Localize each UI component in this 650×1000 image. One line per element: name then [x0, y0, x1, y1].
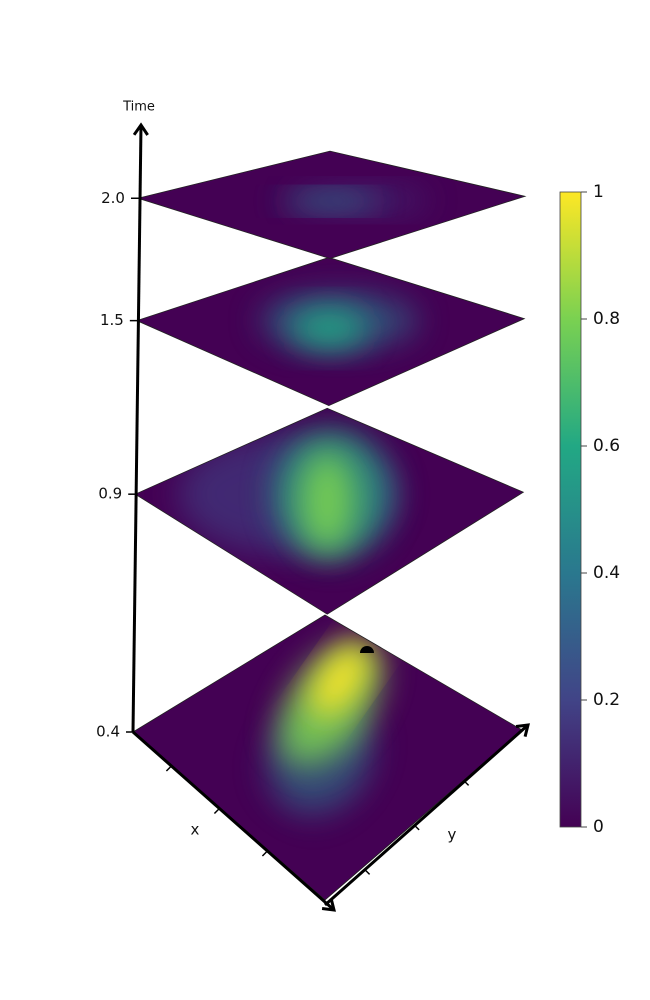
z-axis-head [132, 122, 149, 136]
z-axis [131, 124, 143, 733]
heat-blob [299, 450, 356, 552]
y-axis-label: y [448, 826, 457, 844]
slice [136, 257, 525, 406]
y-axis-head [515, 723, 530, 738]
slice [135, 408, 524, 615]
heat-blob [288, 307, 369, 350]
colorbar-tick-label: 0.8 [593, 309, 620, 329]
y-axis-tick [364, 868, 371, 875]
slice-outline [134, 407, 525, 615]
slice-outline [135, 257, 526, 407]
heat-blob [279, 192, 380, 210]
colorbar [559, 191, 582, 828]
x-axis-tick [165, 765, 172, 772]
y-axis [324, 723, 529, 907]
z-tick-label: 0.9 [98, 485, 122, 503]
x-axis [132, 730, 335, 912]
slice-outline [136, 150, 527, 259]
heat-blob [310, 643, 370, 717]
z-tick-label: 1.5 [100, 311, 124, 329]
slice [133, 615, 522, 900]
colorbar-tick-label: 0.4 [593, 563, 620, 583]
colorbar-tick-label: 0.2 [593, 690, 620, 710]
z-tick-label: 0.4 [96, 723, 120, 741]
colorbar-tick-label: 0 [593, 817, 604, 837]
colorbar-tick-label: 1 [593, 182, 604, 202]
marker [360, 646, 374, 653]
slice [137, 151, 525, 259]
colorbar-tick-label: 0.6 [593, 436, 620, 456]
y-axis-tick [463, 779, 470, 786]
x-axis-label: x [191, 821, 200, 839]
y-axis-tick [413, 824, 420, 831]
x-axis-head [321, 897, 336, 912]
z-axis-label: Time [122, 100, 155, 115]
x-axis-tick [213, 807, 220, 815]
z-tick-label: 2.0 [101, 189, 125, 207]
x-axis-tick [261, 850, 268, 857]
